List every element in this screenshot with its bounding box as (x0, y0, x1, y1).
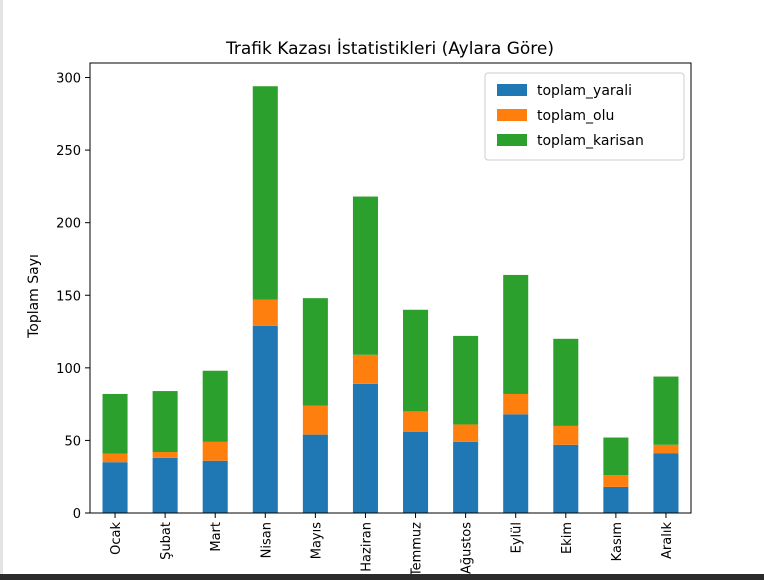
bar-toplam_yarali-11 (653, 453, 679, 513)
chart-title: Trafik Kazası İstatistikleri (Aylara Gör… (225, 38, 554, 59)
bar-toplam_karisan-10 (603, 437, 629, 476)
legend-swatch-toplam_yarali (497, 84, 527, 96)
bar-toplam_yarali-10 (603, 486, 629, 513)
x-tick-label-1: Şubat (159, 522, 174, 560)
legend-label-toplam_karisan: toplam_karisan (537, 133, 644, 149)
bar-toplam_karisan-5 (352, 196, 378, 355)
x-tick-label-8: Eylül (510, 522, 525, 553)
bar-toplam_karisan-8 (503, 274, 529, 394)
bar-toplam_yarali-1 (152, 457, 178, 513)
y-tick-label-1: 50 (64, 434, 81, 449)
bar-toplam_yarali-9 (553, 444, 579, 513)
bar-toplam_karisan-2 (202, 370, 228, 442)
bar-toplam_olu-0 (102, 453, 128, 463)
bar-toplam_yarali-3 (252, 325, 278, 513)
x-tick-label-5: Haziran (359, 522, 374, 572)
bar-toplam_karisan-3 (252, 86, 278, 300)
x-tick-label-7: Ağustos (460, 522, 475, 574)
x-tick-label-0: Ocak (109, 522, 124, 555)
bar-toplam_olu-2 (202, 441, 228, 461)
bar-toplam_karisan-11 (653, 376, 679, 445)
y-tick-label-4: 200 (56, 217, 81, 232)
plot-frame (89, 62, 692, 514)
bar-toplam_karisan-1 (152, 391, 178, 453)
x-tick-label-4: Mayıs (309, 522, 324, 559)
y-tick-label-0: 0 (73, 507, 81, 522)
bar-toplam_olu-8 (503, 393, 529, 415)
bar-toplam_olu-9 (553, 425, 579, 445)
x-tick-label-9: Ekim (560, 522, 575, 554)
y-tick-label-3: 150 (56, 289, 81, 304)
bar-toplam_karisan-6 (403, 309, 429, 412)
bar-toplam_yarali-5 (352, 383, 378, 513)
bar-toplam_yarali-8 (503, 414, 529, 513)
legend-box (484, 72, 685, 161)
bar-toplam_olu-6 (403, 411, 429, 432)
legend-swatch-toplam_olu (497, 109, 527, 121)
page-edge-bottom (0, 574, 764, 580)
legend-label-toplam_olu: toplam_olu (537, 108, 614, 124)
bar-toplam_olu-4 (302, 405, 328, 435)
x-tick-label-11: Aralık (660, 522, 675, 559)
y-tick-label-6: 300 (56, 72, 81, 87)
axis-layer: 0 50 100 150 200 250 300 Ocak Şubat Mart Nisan Mayı… (56, 62, 692, 575)
bar-toplam_yarali-2 (202, 460, 228, 513)
x-tick-label-3: Nisan (259, 522, 274, 558)
x-tick-label-6: Temmuz (410, 522, 425, 575)
legend-swatch-toplam_karisan (497, 134, 527, 146)
x-tick-label-2: Mart (209, 522, 224, 552)
y-axis-label: Toplam Sayı (26, 254, 42, 339)
bar-toplam_karisan-4 (302, 298, 328, 406)
bar-toplam_yarali-0 (102, 462, 128, 513)
legend: toplam_yarali toplam_olu toplam_karisan (484, 72, 685, 161)
bar-toplam_karisan-7 (453, 335, 479, 425)
x-tick-label-10: Kasım (610, 522, 625, 561)
bar-toplam_yarali-7 (453, 441, 479, 513)
bar-toplam_olu-7 (453, 424, 479, 442)
y-tick-label-2: 100 (56, 362, 81, 377)
bars-layer (102, 86, 679, 513)
bar-toplam_olu-5 (352, 354, 378, 384)
bar-toplam_yarali-6 (403, 431, 429, 513)
bar-toplam_olu-10 (603, 475, 629, 487)
bar-toplam_olu-11 (653, 444, 679, 454)
bar-toplam_olu-1 (152, 452, 178, 458)
bar-toplam_olu-3 (252, 299, 278, 326)
bar-toplam_karisan-9 (553, 338, 579, 426)
y-tick-label-5: 250 (56, 144, 81, 159)
bar-toplam_yarali-4 (302, 434, 328, 513)
bar-toplam_karisan-0 (102, 393, 128, 454)
page-edge-left (0, 0, 3, 580)
legend-label-toplam_yarali: toplam_yarali (537, 83, 632, 99)
